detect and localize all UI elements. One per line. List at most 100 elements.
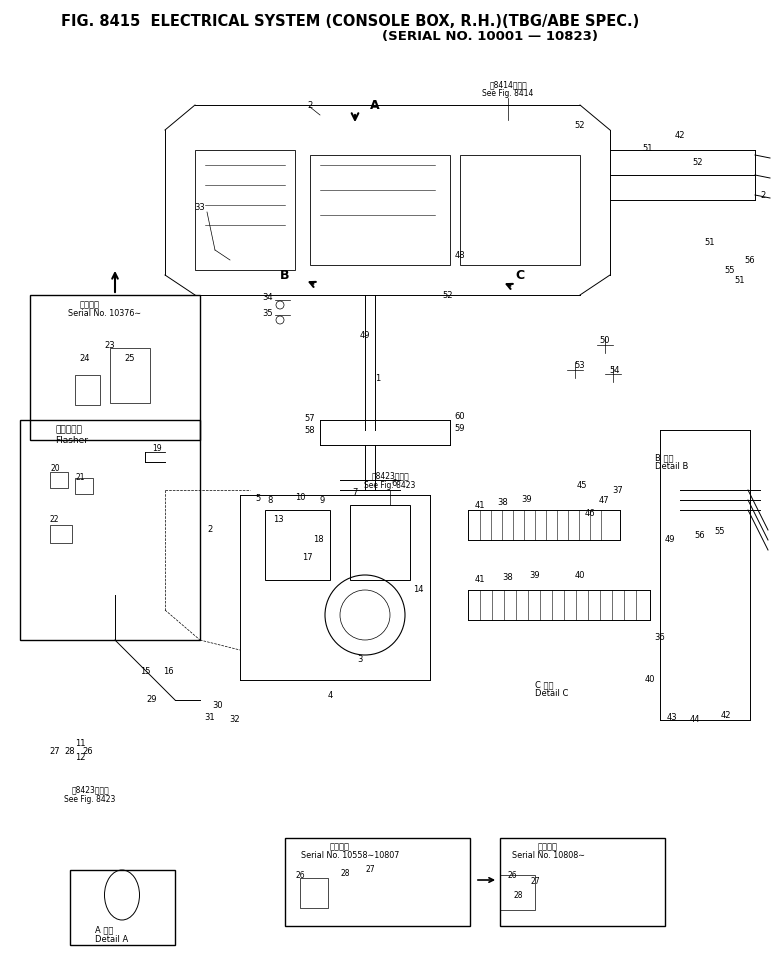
Text: 28: 28 bbox=[340, 869, 350, 877]
Text: 24: 24 bbox=[79, 353, 90, 362]
Text: C: C bbox=[516, 269, 524, 281]
Text: 50: 50 bbox=[600, 335, 611, 345]
Bar bbox=[350, 505, 410, 580]
Bar bbox=[110, 348, 150, 403]
Text: 19: 19 bbox=[152, 444, 162, 453]
Bar bbox=[50, 525, 72, 543]
Text: 9: 9 bbox=[319, 496, 325, 505]
Text: A 詳細: A 詳細 bbox=[95, 925, 113, 934]
Text: 57: 57 bbox=[305, 413, 315, 423]
Text: 25: 25 bbox=[125, 353, 135, 362]
Text: 第8423図参照: 第8423図参照 bbox=[371, 472, 409, 481]
Text: 1: 1 bbox=[375, 374, 381, 382]
Text: 23: 23 bbox=[105, 341, 116, 350]
Bar bbox=[285, 838, 470, 926]
Text: Serial No. 10558∼10807: Serial No. 10558∼10807 bbox=[301, 851, 399, 861]
Text: 11: 11 bbox=[75, 739, 86, 747]
Text: 55: 55 bbox=[725, 266, 736, 274]
Text: See Fig. 8423: See Fig. 8423 bbox=[64, 795, 116, 804]
Text: 39: 39 bbox=[522, 494, 532, 504]
Text: 29: 29 bbox=[146, 695, 157, 705]
Bar bbox=[460, 155, 580, 265]
Text: (SERIAL NO. 10001 — 10823): (SERIAL NO. 10001 — 10823) bbox=[382, 30, 598, 43]
Text: Detail A: Detail A bbox=[95, 935, 128, 945]
Text: 42: 42 bbox=[721, 712, 731, 720]
Text: 48: 48 bbox=[455, 250, 466, 259]
Text: 17: 17 bbox=[301, 554, 312, 562]
Text: 適用号機: 適用号機 bbox=[80, 300, 100, 309]
Bar bbox=[500, 875, 535, 910]
Text: 2: 2 bbox=[207, 526, 213, 534]
Text: See Fig. 8423: See Fig. 8423 bbox=[365, 481, 416, 489]
Text: 53: 53 bbox=[574, 360, 585, 370]
Text: 28: 28 bbox=[65, 747, 76, 757]
Text: See Fig. 8414: See Fig. 8414 bbox=[483, 89, 534, 97]
Text: 3: 3 bbox=[357, 656, 362, 664]
Bar bbox=[75, 478, 93, 494]
Text: 5: 5 bbox=[255, 493, 261, 503]
Bar bbox=[20, 420, 200, 640]
Text: 46: 46 bbox=[584, 509, 595, 518]
Text: FIG. 8415  ELECTRICAL SYSTEM (CONSOLE BOX, R.H.)(TBG/ABE SPEC.): FIG. 8415 ELECTRICAL SYSTEM (CONSOLE BOX… bbox=[61, 14, 639, 29]
Text: 38: 38 bbox=[503, 574, 513, 583]
Text: 13: 13 bbox=[273, 515, 283, 525]
Text: Detail C: Detail C bbox=[535, 689, 568, 697]
Text: 31: 31 bbox=[204, 714, 215, 722]
Text: 14: 14 bbox=[412, 586, 423, 594]
Text: 27: 27 bbox=[49, 747, 60, 757]
Text: 42: 42 bbox=[675, 131, 685, 140]
Text: 56: 56 bbox=[695, 531, 705, 539]
Text: 33: 33 bbox=[194, 202, 205, 212]
Text: 10: 10 bbox=[295, 492, 305, 502]
Text: 52: 52 bbox=[574, 120, 585, 129]
Text: 20: 20 bbox=[50, 463, 60, 473]
Text: 38: 38 bbox=[497, 498, 508, 507]
Text: 49: 49 bbox=[360, 330, 370, 340]
Text: 6: 6 bbox=[392, 479, 397, 487]
Text: B: B bbox=[280, 269, 290, 281]
Text: 27: 27 bbox=[365, 866, 375, 874]
Text: 適用号機: 適用号機 bbox=[538, 843, 558, 851]
Text: A: A bbox=[370, 98, 380, 112]
Text: Serial No. 10808∼: Serial No. 10808∼ bbox=[511, 851, 584, 861]
Bar bbox=[75, 375, 100, 405]
Text: 49: 49 bbox=[665, 535, 675, 544]
Text: 第8414図参照: 第8414図参照 bbox=[489, 81, 527, 90]
Text: B 詳細: B 詳細 bbox=[655, 454, 674, 462]
Text: 21: 21 bbox=[76, 473, 85, 482]
Bar bbox=[195, 150, 295, 270]
Text: 37: 37 bbox=[613, 485, 624, 494]
Text: 51: 51 bbox=[643, 143, 653, 152]
Text: 55: 55 bbox=[715, 528, 726, 536]
Text: 39: 39 bbox=[530, 570, 540, 580]
Text: 4: 4 bbox=[328, 690, 332, 699]
Text: 22: 22 bbox=[50, 515, 59, 525]
Text: 16: 16 bbox=[163, 667, 173, 676]
Text: Serial No. 10376∼: Serial No. 10376∼ bbox=[69, 308, 142, 318]
Text: 58: 58 bbox=[305, 426, 315, 434]
Text: 56: 56 bbox=[745, 255, 756, 265]
Text: 18: 18 bbox=[313, 535, 323, 544]
Text: 26: 26 bbox=[295, 871, 305, 879]
Text: 59: 59 bbox=[455, 424, 465, 432]
Text: 51: 51 bbox=[735, 275, 746, 284]
Text: 2: 2 bbox=[308, 100, 312, 110]
Text: 52: 52 bbox=[443, 291, 453, 299]
Text: フラッシャ: フラッシャ bbox=[55, 426, 82, 434]
Text: 36: 36 bbox=[655, 634, 665, 642]
Text: 15: 15 bbox=[140, 667, 150, 676]
Text: 41: 41 bbox=[475, 576, 485, 585]
Bar bbox=[70, 870, 175, 945]
Text: 12: 12 bbox=[75, 752, 86, 762]
Text: C 詳細: C 詳細 bbox=[535, 681, 554, 690]
Text: 43: 43 bbox=[667, 714, 677, 722]
Text: 7: 7 bbox=[352, 487, 358, 497]
Text: 30: 30 bbox=[213, 700, 224, 710]
Text: 26: 26 bbox=[82, 747, 93, 757]
Text: 32: 32 bbox=[230, 716, 241, 724]
Text: 2: 2 bbox=[760, 191, 766, 199]
Text: 44: 44 bbox=[690, 716, 700, 724]
Text: 40: 40 bbox=[574, 570, 585, 580]
Text: 47: 47 bbox=[599, 496, 609, 505]
Bar bbox=[310, 155, 450, 265]
